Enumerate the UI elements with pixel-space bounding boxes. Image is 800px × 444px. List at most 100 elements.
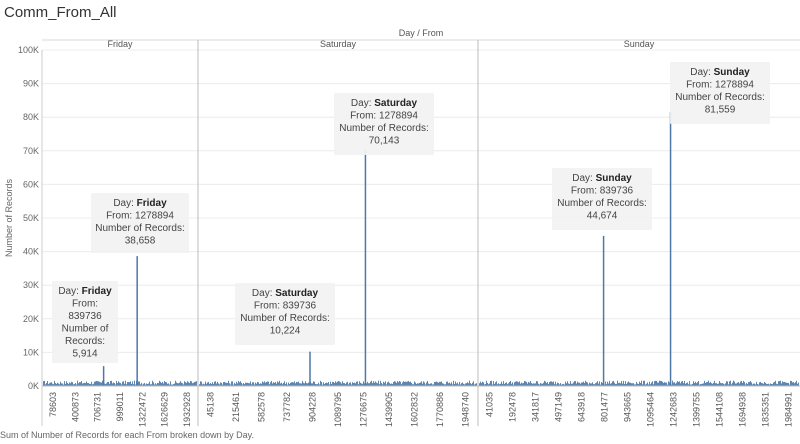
bar (90, 383, 91, 386)
bar (221, 382, 222, 386)
bar (580, 383, 581, 386)
bar (595, 383, 596, 386)
annotation-day: Day: Sunday (690, 67, 750, 78)
bar (339, 381, 340, 386)
bar (67, 382, 68, 386)
bar (703, 383, 704, 386)
bar (270, 382, 271, 386)
bar (554, 384, 555, 386)
bar (291, 382, 292, 386)
bar (397, 381, 398, 386)
bar (462, 382, 463, 386)
annotation-from-value: 839736 (68, 311, 102, 322)
bar (614, 382, 615, 386)
bar (172, 384, 173, 386)
bar (57, 382, 58, 386)
bar (320, 380, 321, 386)
bar (153, 382, 154, 386)
x-tick-label: 1626629 (160, 392, 170, 427)
bar (286, 382, 287, 386)
bar (116, 380, 117, 386)
bar (93, 383, 94, 386)
bar (59, 384, 60, 386)
bar (511, 383, 512, 386)
bar (471, 384, 472, 386)
bar (257, 382, 258, 386)
bar (340, 382, 341, 386)
bar (384, 382, 385, 386)
bar (503, 381, 504, 386)
bar (529, 382, 530, 386)
bar (133, 384, 134, 386)
bar (797, 383, 798, 386)
bar (564, 384, 565, 386)
bar (696, 383, 697, 386)
bar (182, 383, 183, 386)
bar (706, 382, 707, 386)
bar (206, 383, 207, 386)
bar (692, 383, 693, 386)
bar (203, 383, 204, 386)
bar (285, 383, 286, 386)
bar (321, 381, 322, 386)
bar (389, 382, 390, 386)
y-tick-label: 30K (23, 280, 39, 290)
bar (665, 382, 666, 386)
bar (314, 381, 315, 386)
bar (319, 384, 320, 386)
bar (139, 381, 140, 386)
bar (502, 383, 503, 386)
bar (44, 380, 45, 386)
bar (242, 384, 243, 386)
bar (329, 384, 330, 386)
panel-header-sunday: Sunday (624, 39, 655, 49)
bar (731, 384, 732, 386)
bar (695, 381, 696, 386)
bar (241, 382, 242, 386)
bar (161, 383, 162, 386)
bar (385, 381, 386, 386)
bar (568, 383, 569, 386)
chart-footer: Sum of Number of Records for each From b… (0, 430, 254, 440)
bar (249, 383, 250, 386)
bar (457, 382, 458, 386)
bar (192, 383, 193, 386)
annotation-records-label: Number of Records: (95, 223, 184, 234)
bar (114, 383, 115, 386)
bar (196, 381, 197, 386)
bar (556, 384, 557, 386)
bar (127, 382, 128, 386)
bar (545, 381, 546, 386)
bar (780, 380, 781, 386)
x-tick-label: 904228 (308, 392, 318, 422)
bar (709, 382, 710, 386)
bar (400, 381, 401, 386)
bar (273, 382, 274, 386)
bar (455, 381, 456, 386)
bar (782, 381, 783, 386)
bar (190, 380, 191, 386)
bar (767, 384, 768, 386)
bar (716, 383, 717, 386)
bar (575, 381, 576, 386)
bar (168, 383, 169, 386)
bar (772, 384, 773, 386)
bar (524, 380, 525, 386)
bar (408, 381, 409, 386)
bar (80, 382, 81, 386)
bar (278, 382, 279, 386)
bar (396, 382, 397, 386)
bar (123, 381, 124, 386)
bar (202, 384, 203, 386)
bar (447, 381, 448, 386)
bar (113, 382, 114, 386)
bar (295, 383, 296, 386)
bar (527, 383, 528, 386)
bar (710, 381, 711, 386)
bar (729, 381, 730, 386)
bar (605, 381, 606, 386)
bar (189, 383, 190, 386)
